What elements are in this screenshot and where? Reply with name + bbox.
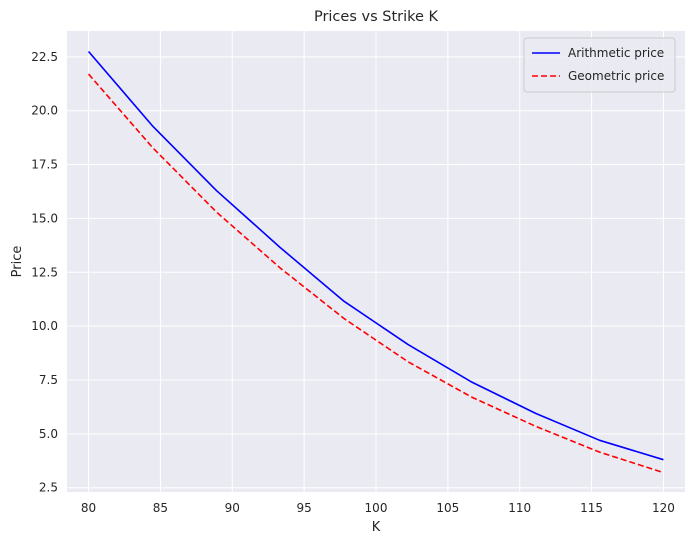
y-tick-label: 2.5 — [39, 481, 58, 495]
legend-label: Arithmetic price — [568, 46, 664, 60]
series-layer — [87, 50, 664, 474]
x-tick-label: 120 — [652, 501, 675, 515]
legend: Arithmetic price Geometric price — [523, 37, 676, 93]
y-tick-label: 10.0 — [31, 319, 58, 333]
legend-label: Geometric price — [568, 69, 664, 83]
y-tick-label: 17.5 — [31, 158, 58, 172]
x-axis-ticks: 80 85 90 95 100 105 110 115 120 — [81, 501, 675, 515]
y-tick-label: 5.0 — [39, 427, 58, 441]
chart-title: Prices vs Strike K — [314, 9, 439, 25]
x-axis-label: K — [372, 520, 381, 535]
y-tick-label: 22.5 — [31, 50, 58, 64]
x-tick-label: 100 — [365, 501, 388, 515]
x-tick-label: 85 — [153, 501, 168, 515]
legend-box — [523, 37, 676, 93]
grid — [67, 31, 685, 492]
x-tick-label: 105 — [436, 501, 459, 515]
x-tick-label: 95 — [296, 501, 311, 515]
x-tick-label: 110 — [508, 501, 531, 515]
y-tick-label: 20.0 — [31, 104, 58, 118]
series-line — [87, 50, 664, 461]
y-tick-label: 15.0 — [31, 211, 58, 225]
x-tick-label: 90 — [225, 501, 240, 515]
y-tick-label: 7.5 — [39, 373, 58, 387]
x-tick-label: 115 — [580, 501, 603, 515]
y-tick-label: 12.5 — [31, 265, 58, 279]
y-axis-label: Price — [10, 246, 25, 278]
y-axis-ticks: 2.5 5.0 7.5 10.0 12.5 15.0 17.5 20.0 22.5 — [31, 50, 58, 495]
x-tick-label: 80 — [81, 501, 96, 515]
